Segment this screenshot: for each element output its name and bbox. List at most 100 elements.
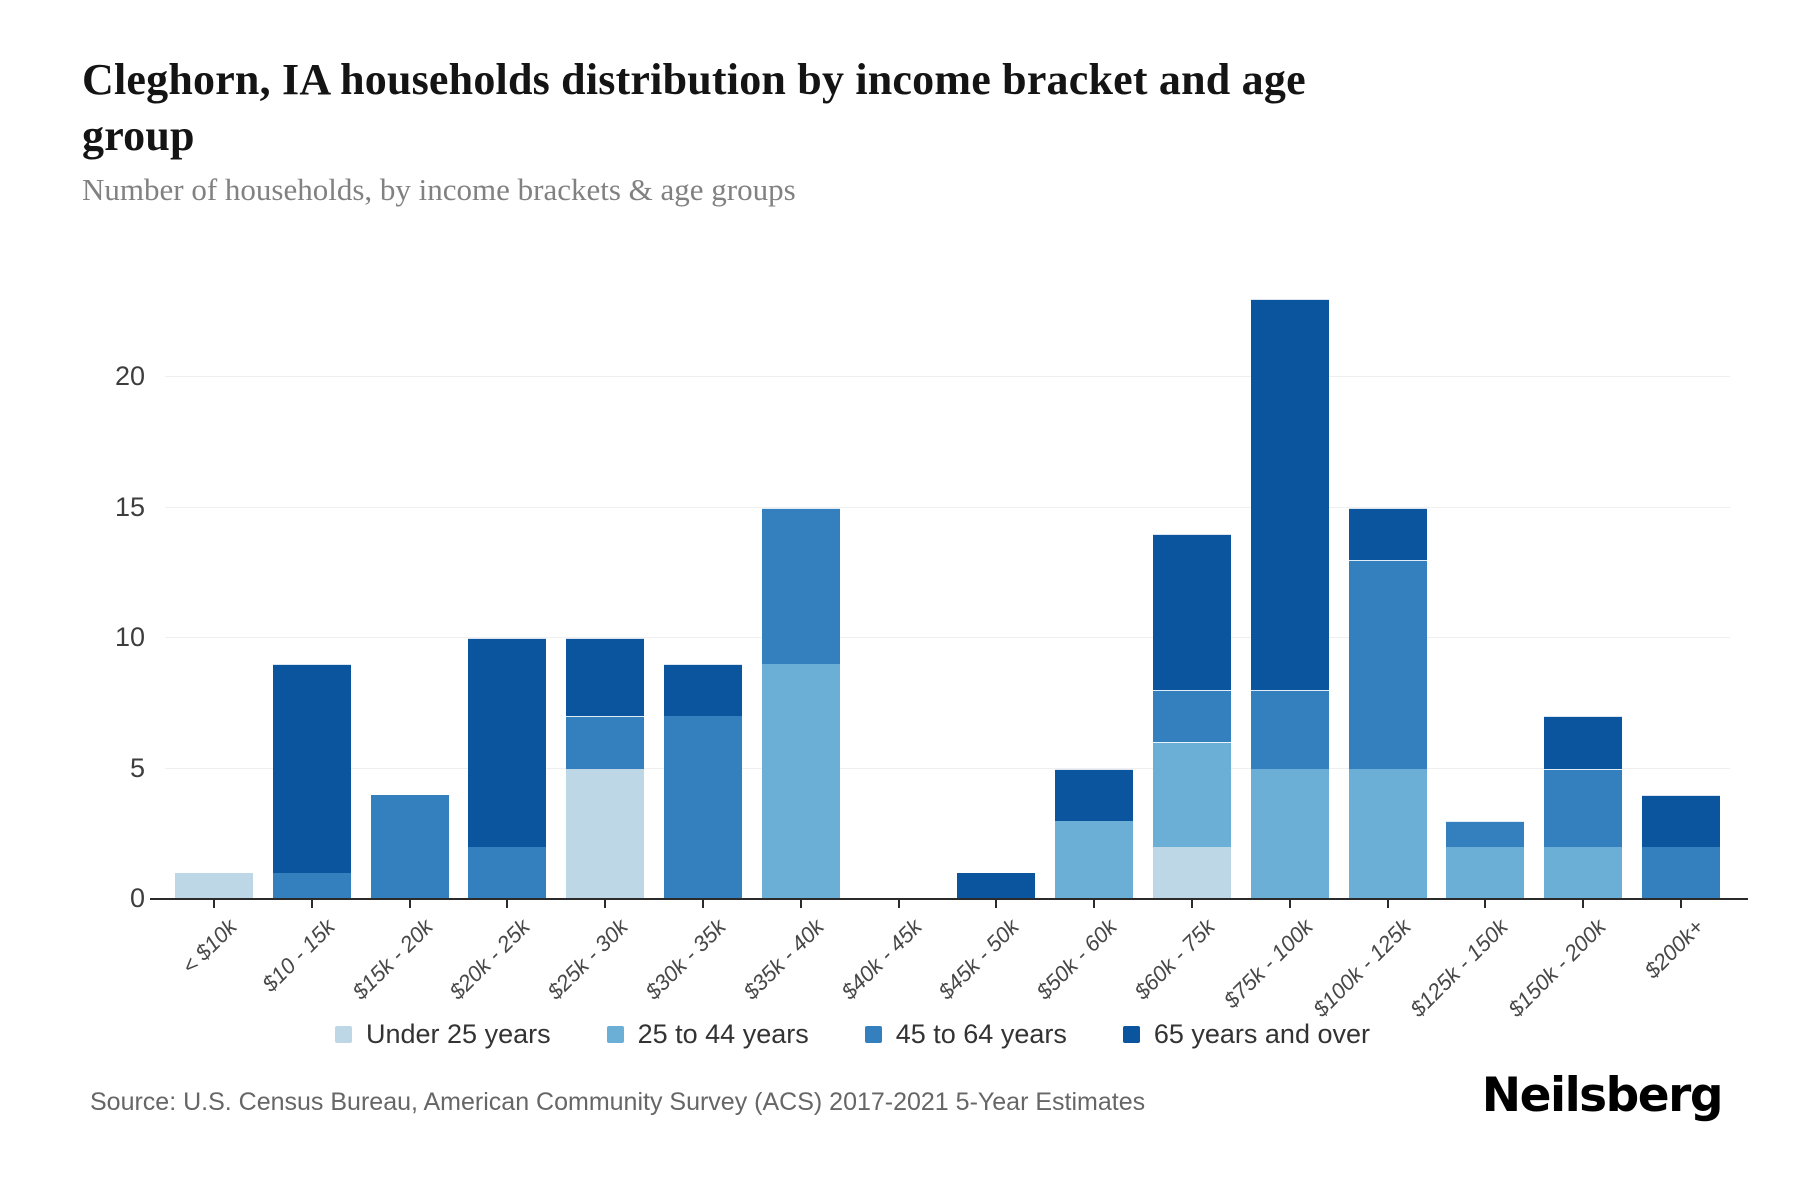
y-tick-label-10: 10: [114, 622, 145, 653]
stacked-bar: [957, 872, 1036, 899]
x-tick: [701, 900, 704, 908]
bar-slot: [1339, 299, 1437, 899]
bar-segment[interactable]: [1055, 820, 1134, 899]
bar-slot: [1143, 299, 1241, 899]
page-title: Cleghorn, IA households distribution by …: [82, 55, 1306, 160]
bar-segment[interactable]: [1544, 768, 1623, 847]
bar-segment[interactable]: [1544, 716, 1623, 769]
bar-segment[interactable]: [566, 716, 645, 769]
x-tick-label: $150k - 200k: [1503, 914, 1611, 1022]
bar-segment[interactable]: [1153, 690, 1232, 743]
stacked-bar: [174, 872, 253, 899]
x-tick-label: $125k - 150k: [1405, 914, 1514, 1022]
y-tick-label-5: 5: [129, 752, 145, 783]
bar-slot: [458, 299, 556, 899]
bar-slot: [1241, 299, 1339, 899]
stacked-bar: [1544, 716, 1623, 899]
legend-item[interactable]: 45 to 64 years: [864, 1018, 1067, 1050]
bar-segment[interactable]: [1153, 742, 1232, 847]
bar-segment[interactable]: [957, 872, 1036, 899]
bar-segment[interactable]: [272, 664, 351, 873]
bar-segment[interactable]: [1250, 690, 1329, 769]
legend-item[interactable]: 25 to 44 years: [606, 1019, 809, 1050]
bar-slot: [1437, 299, 1535, 899]
legend-swatch-icon: [606, 1025, 624, 1043]
x-tick: [1484, 900, 1487, 908]
bar-segment[interactable]: [370, 794, 449, 899]
gridline-20: [165, 376, 1730, 378]
legend-label: 45 to 64 years: [895, 1018, 1067, 1049]
x-tick-label: $75k - 100k: [1218, 914, 1318, 1013]
bar-segment[interactable]: [1250, 299, 1329, 691]
bar-segment[interactable]: [1348, 507, 1427, 560]
bar-segment[interactable]: [663, 716, 742, 899]
x-tick: [408, 900, 411, 908]
legend-item[interactable]: 65 years and over: [1122, 1018, 1370, 1050]
bar-slot: [948, 299, 1046, 899]
bar-segment[interactable]: [663, 664, 742, 717]
bar-slot: [752, 299, 850, 899]
bar-segment[interactable]: [1055, 768, 1134, 821]
x-tick: [604, 900, 607, 908]
stacked-bar: [566, 638, 645, 899]
stacked-bar: [1250, 299, 1329, 899]
x-tick-label: < $10k: [176, 914, 242, 979]
x-tick-label: $200k+: [1639, 914, 1709, 984]
gridline-15: [165, 506, 1730, 508]
gridline-10: [165, 637, 1730, 639]
x-tick-label: $40k - 45k: [835, 914, 927, 1005]
bar-segment[interactable]: [1642, 794, 1721, 847]
legend-swatch-icon: [864, 1025, 882, 1043]
bar-segment[interactable]: [468, 638, 547, 847]
x-tick: [212, 900, 215, 908]
bar-segment[interactable]: [272, 872, 351, 899]
stacked-bar: [370, 794, 449, 899]
x-tick: [1093, 900, 1096, 908]
legend-label: 65 years and over: [1153, 1018, 1370, 1049]
bar-segment[interactable]: [1348, 768, 1427, 899]
page-subtitle: Number of households, by income brackets…: [82, 172, 796, 207]
bar-slot: [1534, 299, 1632, 899]
bar-segment[interactable]: [761, 507, 840, 665]
x-axis-line: [150, 898, 1748, 900]
bar-segment[interactable]: [566, 638, 645, 717]
bar-segment[interactable]: [1348, 559, 1427, 769]
y-tick-label-15: 15: [114, 491, 145, 522]
bar-segment[interactable]: [1446, 820, 1525, 847]
bar-segment[interactable]: [1544, 846, 1623, 899]
legend-item[interactable]: Under 25 years: [335, 1019, 551, 1050]
x-tick: [1288, 900, 1291, 908]
x-tick: [506, 900, 509, 908]
bar-segment[interactable]: [1153, 846, 1232, 899]
stacked-bar: [1446, 820, 1525, 899]
x-tick-label: $60k - 75k: [1129, 914, 1220, 1005]
x-tick-label: $100k - 125k: [1307, 914, 1416, 1022]
x-tick: [1386, 900, 1389, 908]
legend-swatch-icon: [1122, 1025, 1140, 1043]
bar-slot: [1632, 299, 1730, 899]
x-tick: [1582, 900, 1585, 908]
bar-slot: [654, 299, 752, 899]
bars-container: [165, 299, 1730, 899]
stacked-bar: [468, 638, 547, 899]
bar-slot: [165, 299, 263, 899]
x-tick: [1680, 900, 1683, 908]
neilsberg-logo[interactable]: Neilsberg: [1481, 1068, 1724, 1123]
plot-area: [165, 299, 1730, 899]
stacked-bar: [663, 664, 742, 899]
x-tick: [310, 900, 313, 908]
bar-segment[interactable]: [1153, 533, 1232, 691]
x-tick: [1191, 900, 1194, 908]
bar-segment[interactable]: [174, 872, 253, 899]
y-tick-label-0: 0: [129, 883, 145, 913]
bar-slot: [556, 299, 654, 899]
bar-segment[interactable]: [1250, 768, 1329, 899]
bar-segment[interactable]: [566, 768, 645, 899]
bar-segment[interactable]: [1446, 846, 1525, 899]
bar-segment[interactable]: [761, 664, 840, 899]
bar-segment[interactable]: [468, 846, 547, 899]
stacked-bar: [1055, 768, 1134, 899]
x-tick: [897, 900, 900, 908]
bar-slot: [361, 299, 459, 899]
bar-segment[interactable]: [1642, 846, 1721, 899]
